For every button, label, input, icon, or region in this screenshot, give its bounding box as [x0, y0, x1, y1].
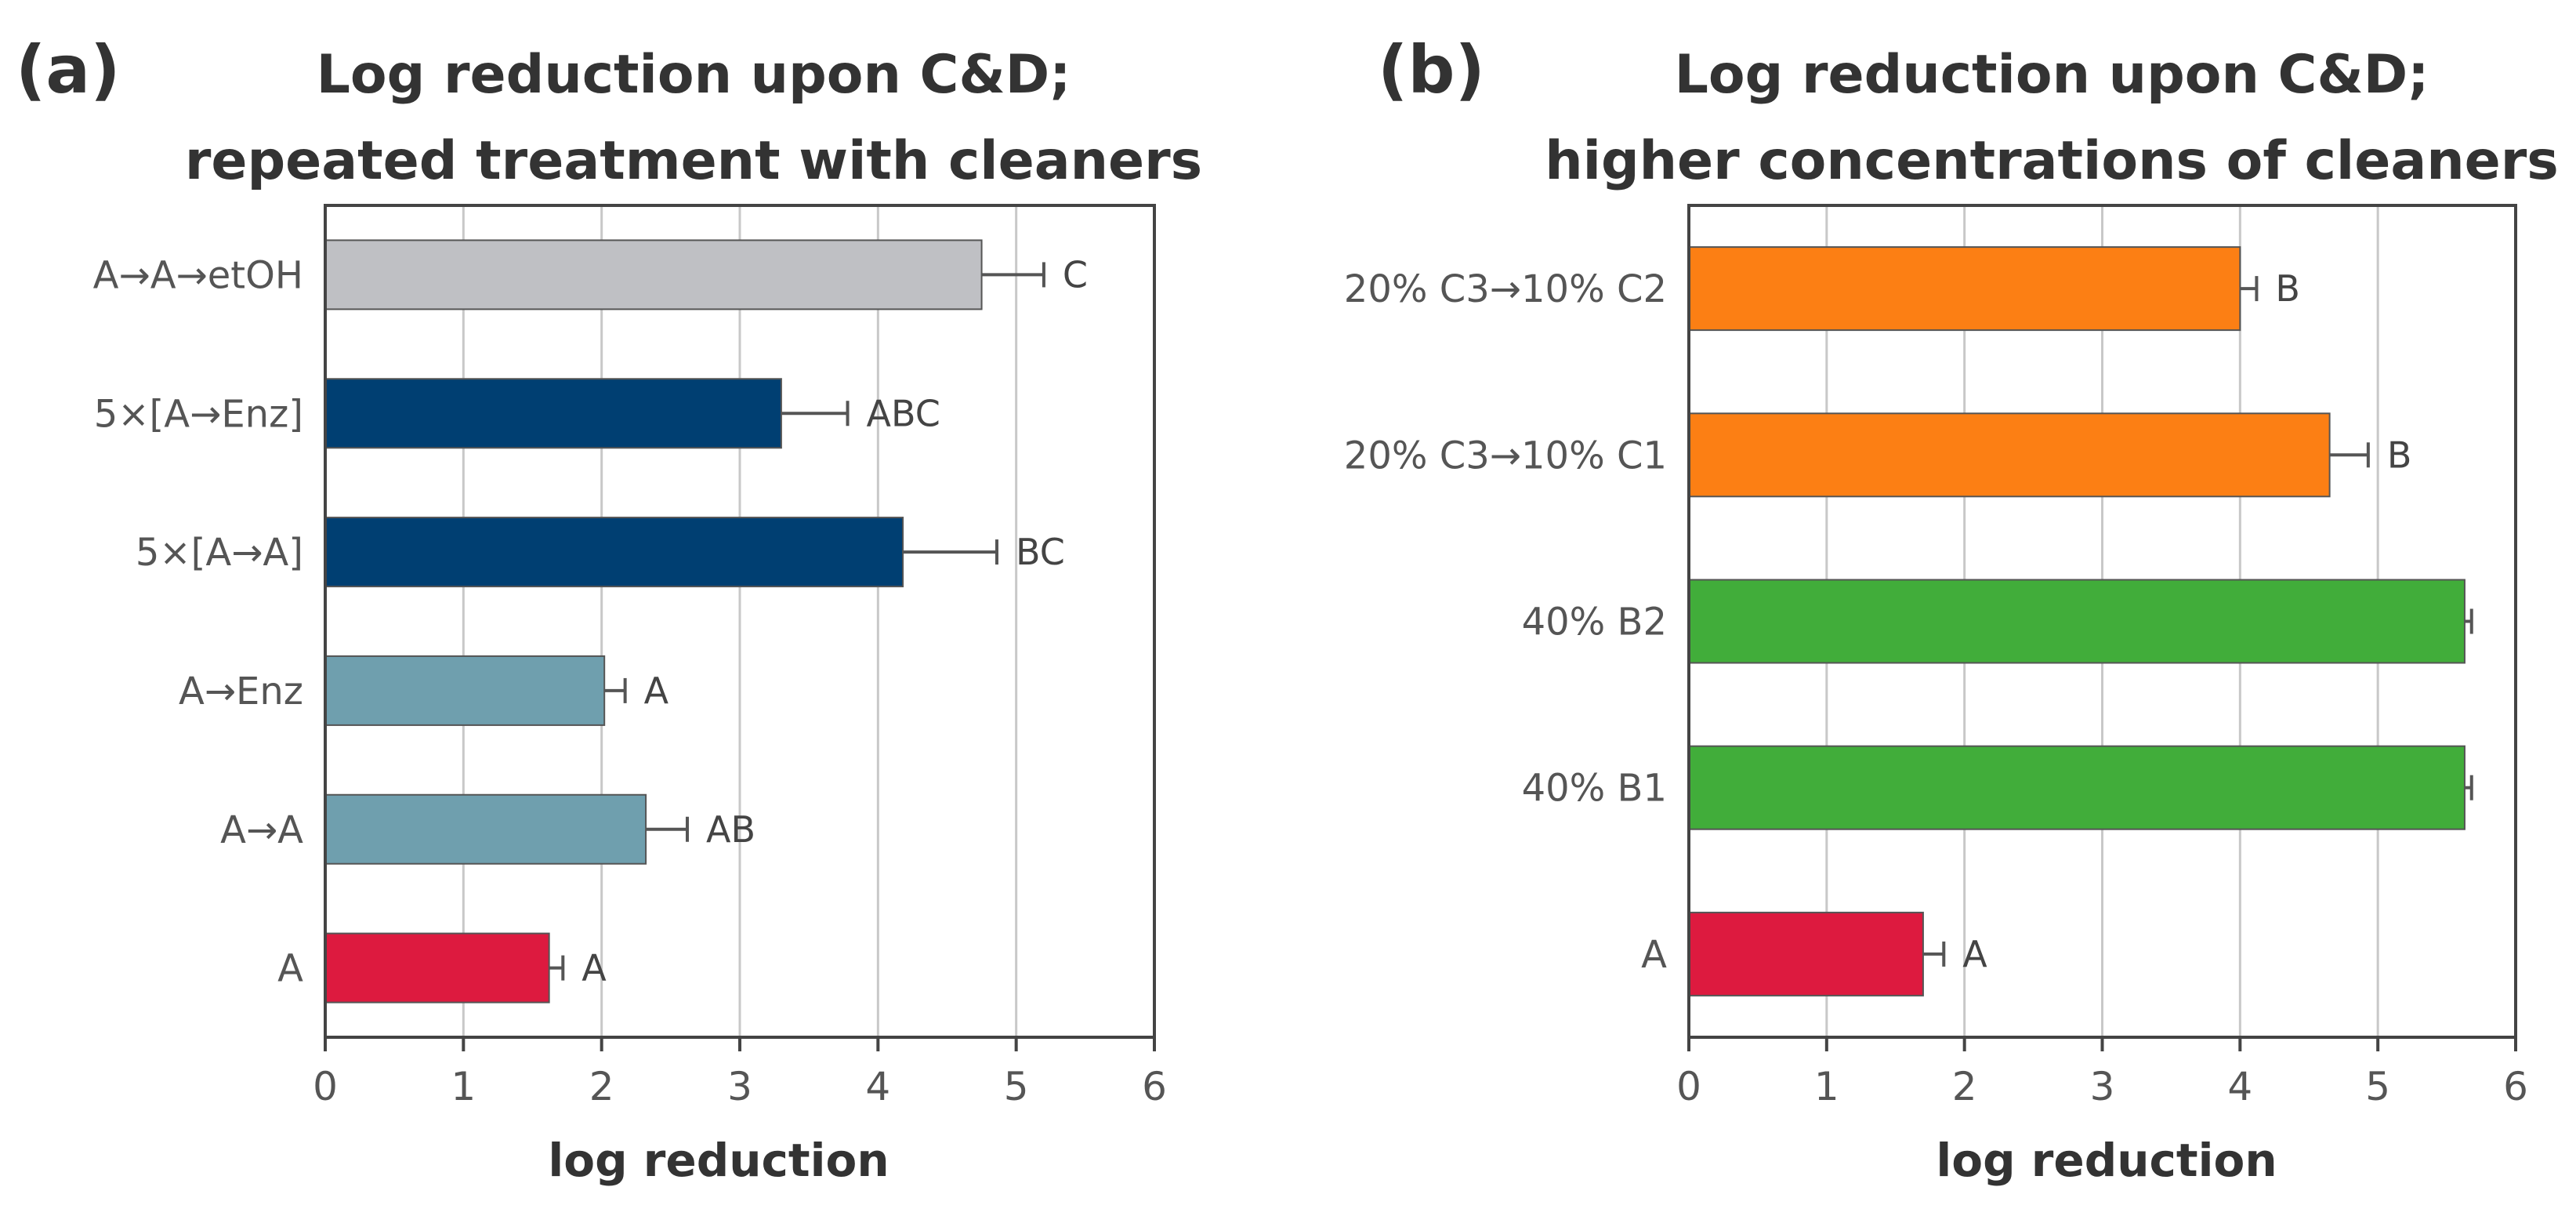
panel-b-bar-1: [1688, 246, 2241, 332]
panel-a-category-label-4: A→Enz: [179, 670, 303, 713]
panel-a-letter: (a): [16, 31, 120, 108]
panel-a-bar-6: [324, 932, 550, 1004]
panel-a-significance-5: AB: [706, 808, 755, 851]
panel-b-significance-2: B: [2387, 434, 2412, 476]
panel-a-grid: [462, 205, 1018, 1037]
panel-a-tick-label-5: 5: [1004, 1064, 1029, 1109]
panel-a-x-axis-title: log reduction: [548, 1134, 889, 1187]
panel-b-significance-1: B: [2275, 267, 2300, 310]
panel-a-tick-label-2: 2: [589, 1064, 614, 1109]
panel-a-title-line-2: repeated treatment with cleaners: [185, 130, 1202, 192]
panel-a-error-bars: [549, 262, 1045, 981]
panel-b-significance-labels: B B A: [1962, 267, 2411, 975]
panel-b-bar-3: [1688, 579, 2465, 664]
panel-b-bar-2: [1688, 412, 2331, 498]
panel-a-category-labels: A→A→etOH 5×[A→Enz] 5×[A→A] A→Enz A→A A: [93, 253, 304, 990]
panel-b-tick-label-0: 0: [1676, 1064, 1701, 1109]
panel-a-tick-label-3: 3: [727, 1064, 752, 1109]
panel-a-significance-4: A: [644, 670, 669, 712]
panel-a-significance-labels: C ABC BC A AB A: [582, 253, 1088, 989]
panel-a-bar-5: [324, 793, 647, 865]
panel-a-significance-1: C: [1063, 253, 1088, 296]
panel-b-tick-label-4: 4: [2227, 1064, 2252, 1109]
panel-a-chart: (a) Log reduction upon C&D; repeated tre…: [16, 31, 1202, 1187]
panel-a-tick-label-1: 1: [451, 1064, 476, 1109]
panel-b-bar-4: [1688, 745, 2465, 830]
panel-a-bar-3: [324, 517, 904, 588]
panel-b-x-axis-title: log reduction: [1936, 1134, 2277, 1187]
panel-a-significance-3: BC: [1016, 531, 1065, 573]
panel-a-bar-1: [324, 239, 983, 310]
panel-b-chart: (b) Log reduction upon C&D; higher conce…: [1344, 31, 2559, 1187]
panel-a-category-label-6: A: [277, 947, 303, 991]
panel-a-significance-6: A: [582, 947, 607, 989]
panel-a-bar-2: [324, 378, 782, 449]
panel-a-bar-4: [324, 655, 606, 726]
panel-b-x-ticks: 0 1 2 3 4 5 6: [1676, 1037, 2528, 1109]
panel-a-category-label-2: 5×[A→Enz]: [94, 392, 303, 436]
panel-b-category-label-2: 20% C3→10% C1: [1344, 434, 1667, 477]
panel-b-significance-5: A: [1962, 933, 1987, 975]
panel-a-category-label-5: A→A: [220, 808, 303, 852]
panel-a-x-ticks: 0 1 2 3 4 5 6: [313, 1037, 1167, 1109]
panel-b-tick-label-5: 5: [2365, 1064, 2390, 1109]
panel-a-title-line-1: Log reduction upon C&D;: [317, 44, 1071, 106]
panel-a-tick-label-6: 6: [1142, 1064, 1167, 1109]
panel-a-category-label-3: 5×[A→A]: [136, 531, 303, 575]
panel-b-category-label-4: 40% B1: [1522, 767, 1667, 811]
panel-b-error-bars: [1922, 276, 2473, 967]
panel-b-tick-label-2: 2: [1952, 1064, 1977, 1109]
panel-a-bars: [324, 239, 983, 1004]
panel-b-bars: [1688, 246, 2465, 996]
panel-a-tick-label-0: 0: [313, 1064, 338, 1109]
panel-b-tick-label-3: 3: [2090, 1064, 2115, 1109]
panel-b-title-line-1: Log reduction upon C&D;: [1675, 44, 2429, 106]
panel-b-bar-5: [1688, 911, 1924, 996]
panel-a-tick-label-4: 4: [865, 1064, 890, 1109]
panel-a-category-label-1: A→A→etOH: [93, 253, 303, 297]
panel-b-letter: (b): [1378, 31, 1485, 108]
panel-b-title-line-2: higher concentrations of cleaners: [1545, 130, 2559, 192]
panel-b-category-label-1: 20% C3→10% C2: [1344, 267, 1667, 311]
panel-b-tick-label-1: 1: [1814, 1064, 1839, 1109]
panel-b-category-labels: 20% C3→10% C2 20% C3→10% C1 40% B2 40% B1 A: [1344, 267, 1667, 977]
panel-b-tick-label-6: 6: [2503, 1064, 2528, 1109]
panel-b-category-label-5: A: [1641, 933, 1667, 977]
panel-b-category-label-3: 40% B2: [1522, 601, 1667, 644]
panel-a-significance-2: ABC: [867, 392, 940, 434]
